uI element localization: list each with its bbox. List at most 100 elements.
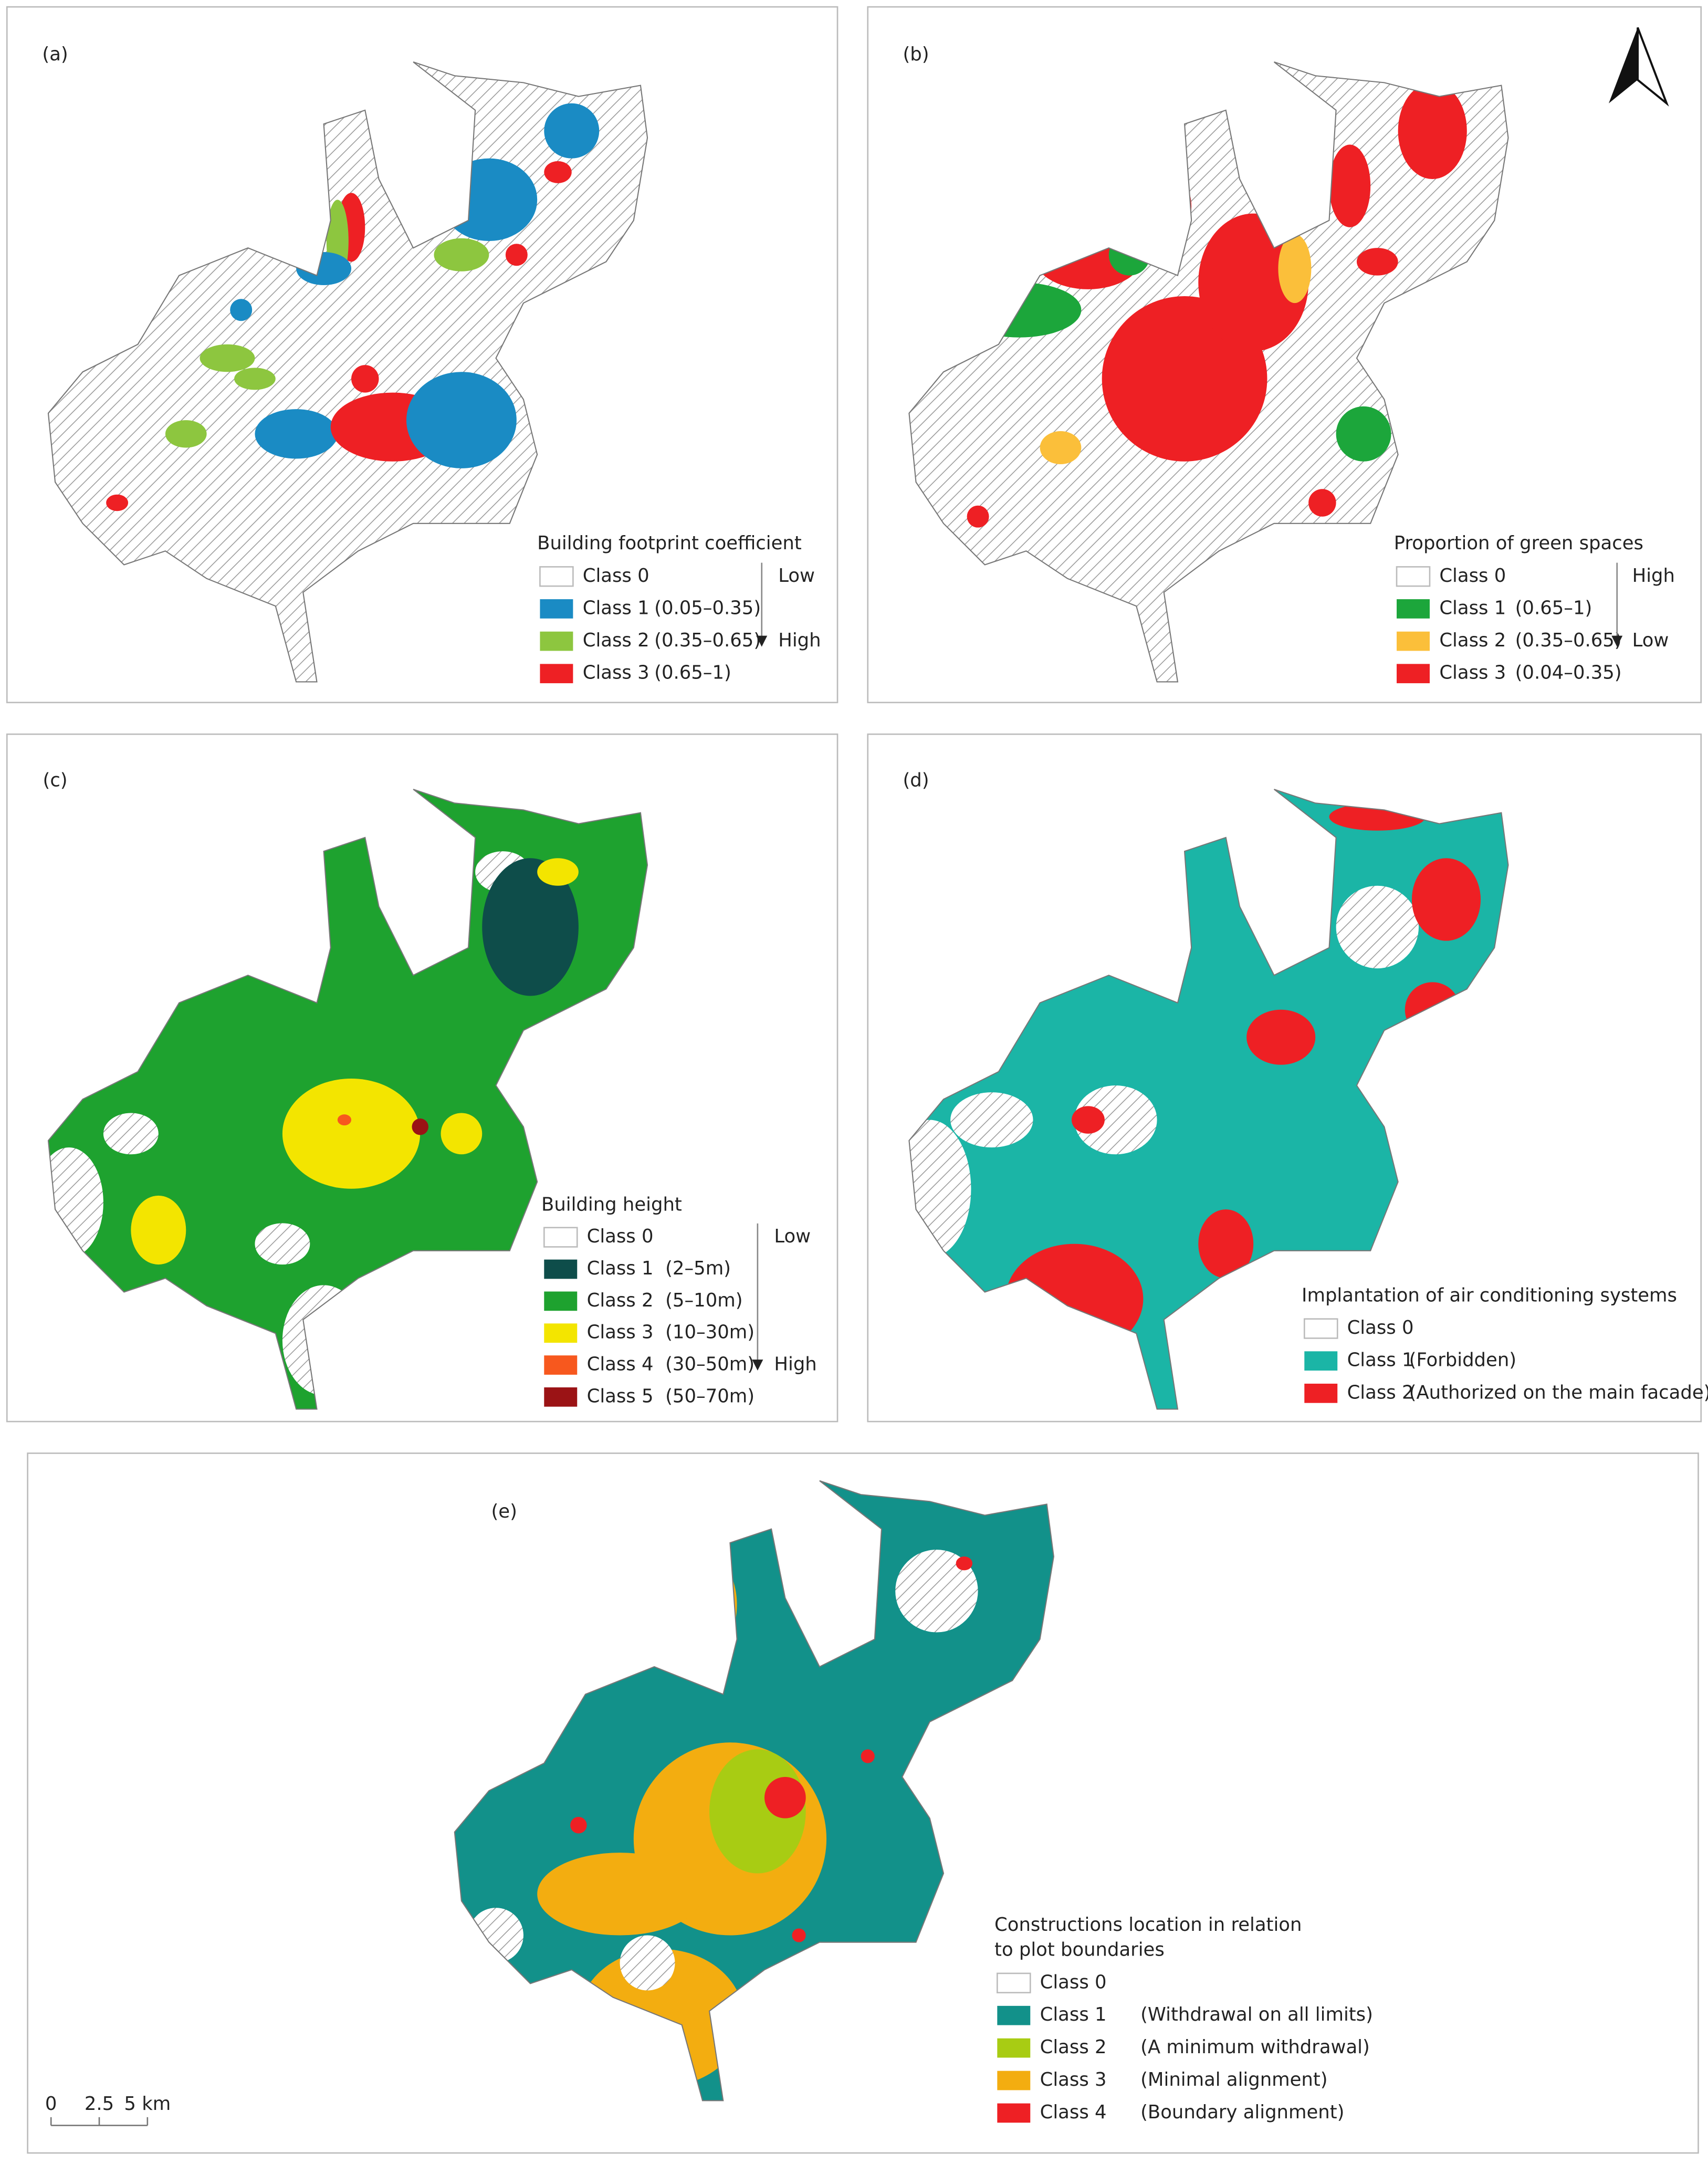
map-zone bbox=[1040, 431, 1082, 465]
legend-swatch bbox=[1396, 566, 1431, 587]
legend-class: Class 0 bbox=[1439, 565, 1506, 587]
legend-range: (A minimum withdrawal) bbox=[1140, 2036, 1370, 2058]
legend-title: Building height bbox=[541, 1194, 682, 1215]
legend: Implantation of air conditioning systems… bbox=[1302, 1284, 1708, 1403]
legend-swatch bbox=[540, 664, 573, 684]
north-arrow bbox=[1608, 27, 1669, 107]
map-zone bbox=[412, 1118, 428, 1135]
map-zone bbox=[48, 1147, 103, 1258]
legend-class: Class 2 bbox=[583, 630, 649, 651]
legend-class: Class 2 bbox=[1347, 1382, 1414, 1403]
map-zone bbox=[482, 858, 579, 996]
map-zone bbox=[103, 1113, 159, 1155]
map-zone bbox=[764, 1776, 806, 1818]
map bbox=[908, 61, 1509, 683]
map-zone bbox=[544, 161, 572, 183]
legend-scale-end: Low bbox=[1632, 630, 1669, 651]
map-zone bbox=[956, 1556, 973, 1571]
map-zone bbox=[537, 1853, 703, 1936]
map-zone bbox=[1336, 406, 1391, 462]
map-zone bbox=[570, 1816, 587, 1834]
map-zone bbox=[1405, 982, 1460, 1038]
map-zone bbox=[468, 1908, 523, 1963]
legend-swatch bbox=[1304, 1351, 1338, 1371]
legend-class: Class 4 bbox=[1040, 2102, 1107, 2123]
map-zone bbox=[909, 1120, 971, 1258]
map-zone bbox=[544, 103, 600, 159]
legend-range: (50–70m) bbox=[665, 1385, 755, 1407]
panel-label: (e) bbox=[491, 1501, 517, 1522]
legend-range: (Authorized on the main facade) bbox=[1409, 1382, 1708, 1403]
map-zone bbox=[441, 1113, 483, 1155]
legend-arrowhead bbox=[756, 635, 768, 647]
panel: (b) Proportion of green spaces Class 0 Clas… bbox=[867, 6, 1702, 704]
panel-label: (c) bbox=[43, 769, 68, 791]
map-zone bbox=[230, 299, 253, 321]
map-zone bbox=[406, 372, 517, 468]
legend-scale-end: High bbox=[774, 1354, 816, 1375]
map-zone bbox=[950, 1092, 1033, 1148]
legend-class: Class 0 bbox=[1040, 1971, 1107, 1993]
legend-swatch bbox=[540, 631, 573, 651]
legend-class: Class 3 bbox=[587, 1322, 654, 1343]
map-base bbox=[48, 62, 648, 682]
map-zone bbox=[1278, 234, 1312, 304]
map-zone bbox=[1329, 144, 1371, 227]
panel-label: (a) bbox=[42, 44, 68, 65]
map bbox=[47, 788, 648, 1410]
legend-range: (0.65–1) bbox=[654, 662, 731, 684]
legend-swatch bbox=[1397, 664, 1430, 684]
map bbox=[454, 1480, 1055, 2102]
legend-arrowhead bbox=[752, 1360, 763, 1371]
legend-swatch bbox=[544, 1323, 578, 1343]
map-zone bbox=[106, 494, 129, 511]
legend-class: Class 3 bbox=[1439, 662, 1506, 684]
legend-range: (30–50m) bbox=[665, 1354, 755, 1375]
legend-range: (10–30m) bbox=[665, 1322, 755, 1343]
legend-range: (0.05–0.35) bbox=[654, 597, 761, 619]
legend-scale-start: High bbox=[1632, 565, 1675, 587]
legend-title: Constructions location in relation bbox=[994, 1914, 1302, 1936]
legend-range: (Boundary alignment) bbox=[1140, 2102, 1344, 2123]
scale-bar: 0 2.5 5 km bbox=[45, 2093, 171, 2126]
map-zone bbox=[1336, 885, 1419, 969]
map-zone bbox=[695, 1563, 737, 1646]
legend-swatch bbox=[996, 1972, 1031, 1993]
map bbox=[47, 61, 648, 683]
legend-swatch bbox=[544, 1259, 578, 1279]
legend-swatch bbox=[1397, 631, 1430, 651]
map-zone bbox=[1005, 1243, 1144, 1354]
legend-swatch bbox=[544, 1355, 578, 1375]
legend-swatch bbox=[997, 2071, 1031, 2090]
map-zone bbox=[1398, 82, 1467, 180]
map-zone bbox=[165, 420, 207, 448]
legend-range: (Minimal alignment) bbox=[1140, 2069, 1327, 2090]
map-zone bbox=[505, 244, 528, 266]
legend-swatch bbox=[1303, 1318, 1338, 1339]
legend-scale-start: Low bbox=[778, 565, 815, 587]
scale-label: 5 km bbox=[124, 2093, 171, 2115]
scale-label: 2.5 bbox=[85, 2093, 114, 2115]
panel-frame bbox=[6, 6, 839, 704]
map-zone bbox=[1294, 1271, 1350, 1354]
panel: (d) Implantation of air conditioning syst… bbox=[867, 733, 1708, 1423]
map-zone bbox=[537, 858, 579, 886]
map-zone bbox=[967, 505, 989, 528]
map-zone bbox=[1308, 489, 1336, 517]
panel-frame bbox=[867, 6, 1702, 704]
legend-range: (5–10m) bbox=[665, 1290, 742, 1311]
panel-label: (d) bbox=[903, 769, 929, 791]
legend-range: (Forbidden) bbox=[1409, 1350, 1516, 1371]
legend-swatch bbox=[540, 599, 573, 619]
legend-class: Class 1 bbox=[583, 597, 649, 619]
legend-swatch bbox=[539, 566, 574, 587]
map-zone bbox=[296, 252, 352, 285]
map-zone bbox=[351, 365, 379, 393]
legend-range: (0.35–0.65) bbox=[654, 630, 761, 651]
map-zone bbox=[1411, 858, 1481, 941]
panel-frame bbox=[27, 1452, 1699, 2154]
legend-class: Class 0 bbox=[1347, 1317, 1414, 1339]
map-zone bbox=[434, 238, 489, 271]
